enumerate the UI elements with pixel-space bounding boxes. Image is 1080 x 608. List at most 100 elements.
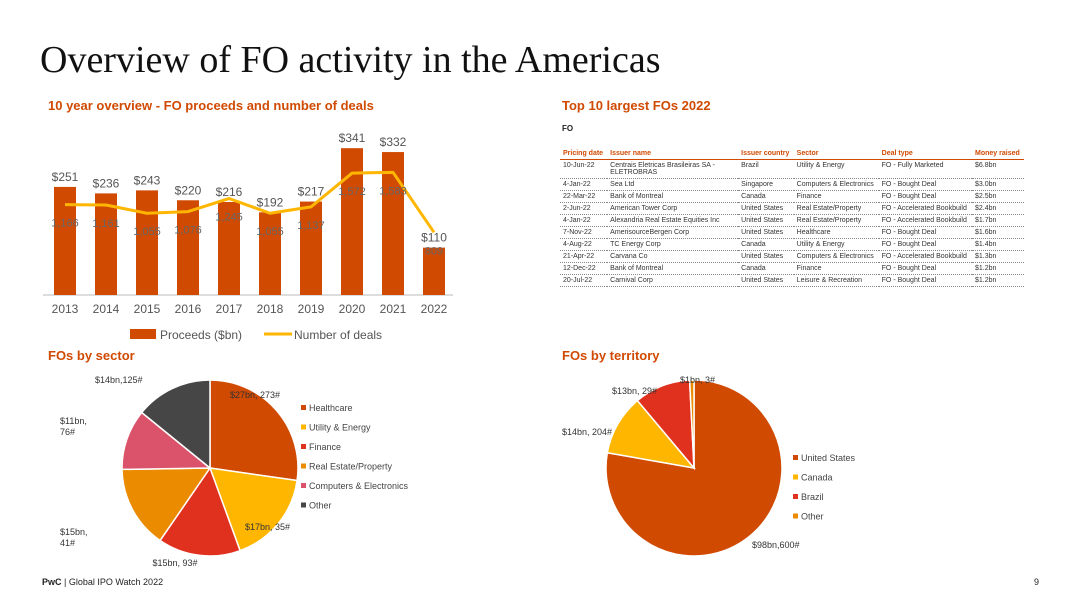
table-row: 20-Jul-22 Carnival Corp United States Leisu… (560, 274, 1024, 287)
proceeds-label: $341 (339, 131, 366, 145)
table-cell: FO - Bought Deal (878, 226, 973, 239)
sector-legend-swatch (301, 502, 306, 508)
proceeds-bar (423, 247, 445, 295)
table-cell: 10-Jun-22 (560, 159, 608, 179)
table-cell: FO - Accelerated Bookbuild (878, 214, 973, 227)
table-cell: Canada (738, 262, 794, 275)
sector-slice-label: $15bn, 93# (152, 558, 197, 568)
table-cell: FO - Accelerated Bookbuild (878, 202, 973, 215)
sector-slice-label: $11bn, (60, 416, 87, 426)
table-cell: $2.4bn (972, 202, 1024, 215)
footer-text: Global IPO Watch 2022 (68, 577, 164, 587)
year-tick-label: 2018 (257, 302, 284, 316)
sector-legend-label: Finance (309, 442, 341, 452)
table-cell: Brazil (738, 159, 794, 179)
deals-label: 1,137 (297, 220, 325, 232)
table-row: 2-Jun-22 American Tower Corp United States… (560, 202, 1024, 215)
table-cell: Alexandria Real Estate Equities Inc (607, 214, 739, 227)
sector-legend-swatch (301, 463, 306, 469)
footer-separator: | (61, 577, 69, 587)
proceeds-label: $332 (380, 135, 407, 149)
table-cell: Bank of Montreal (607, 190, 739, 203)
table-cell: United States (738, 202, 794, 215)
sector-slice-label: 76# (60, 427, 75, 437)
table-cell: $1.2bn (972, 262, 1024, 275)
table-cell: Finance (793, 190, 879, 203)
table-cell: 22-Mar-22 (560, 190, 608, 203)
deals-line (64, 170, 436, 234)
table-cell: Utility & Energy (793, 238, 879, 251)
table-cell: United States (738, 226, 794, 239)
territory-slice-label: $1bn, 3# (680, 375, 715, 385)
proceeds-label: $217 (298, 185, 325, 199)
top10-header-row: Pricing date Issuer name Issuer country Sec… (560, 148, 1024, 160)
table-row: 4-Aug-22 TC Energy Corp Canada Utility & En… (560, 238, 1024, 251)
proceeds-label: $243 (134, 173, 161, 187)
proceeds-bar (300, 201, 322, 295)
legend-proceeds-label: Proceeds ($bn) (160, 328, 242, 342)
sector-legend-swatch (301, 424, 306, 430)
footer: PwC | Global IPO Watch 2022 (42, 577, 163, 587)
table-cell: 2-Jun-22 (560, 202, 608, 215)
table-cell: FO - Bought Deal (878, 178, 973, 191)
territory-legend-label: Brazil (801, 492, 824, 502)
territory-legend-label: Canada (801, 473, 833, 483)
table-cell: $1.2bn (972, 274, 1024, 287)
table-cell: Computers & Electronics (793, 250, 879, 263)
territory-chart-title: FOs by territory (562, 348, 660, 363)
proceeds-bar (95, 193, 117, 295)
sector-pie-chart: $27bn, 273# Healthcare $17bn, 35# Utility &… (60, 375, 409, 568)
table-cell: Leisure & Recreation (793, 274, 879, 287)
sector-slice-label: $15bn, (60, 527, 88, 537)
deals-label: 1,245 (215, 212, 243, 224)
sector-slice-label: $14bn,125# (95, 375, 143, 385)
top10-column-header: Pricing date (560, 148, 608, 160)
sector-legend-swatch (301, 483, 306, 488)
table-cell: 4-Jan-22 (560, 178, 608, 191)
sector-slice-label: 41# (60, 538, 75, 548)
table-cell: $1.3bn (972, 250, 1024, 263)
table-cell: Centrais Eletricas Brasileiras SA - ELET… (607, 159, 739, 179)
top10-table: Pricing date Issuer name Issuer country Sec… (560, 148, 1024, 287)
year-tick-label: 2020 (339, 302, 366, 316)
table-cell: $2.5bn (972, 190, 1024, 203)
table-cell: 20-Jul-22 (560, 274, 608, 287)
proceeds-label: $110 (421, 231, 447, 245)
overview-chart-title: 10 year overview - FO proceeds and numbe… (48, 98, 374, 113)
table-cell: $1.6bn (972, 226, 1024, 239)
table-row: 21-Apr-22 Carvana Co United States Computer… (560, 250, 1024, 263)
territory-legend-label: United States (801, 453, 856, 463)
table-cell: Real Estate/Property (793, 202, 879, 215)
legend-deals-label: Number of deals (294, 328, 382, 342)
table-cell: Finance (793, 262, 879, 275)
table-row: 4-Jan-22 Sea Ltd Singapore Computers & Elec… (560, 178, 1024, 191)
deals-label: 1,055 (133, 226, 161, 238)
deals-label: 1,166 (51, 218, 79, 230)
territory-legend-label: Other (801, 512, 824, 522)
top10-column-header: Issuer country (738, 148, 794, 160)
sector-slice (121, 467, 212, 542)
page-number: 9 (1034, 577, 1040, 587)
legend-proceeds-swatch (130, 329, 156, 339)
territory-legend-swatch (793, 474, 798, 480)
top10-column-header: Deal type (878, 148, 973, 160)
year-tick-label: 2016 (175, 302, 202, 316)
sector-legend-swatch (301, 444, 306, 449)
sector-legend-label: Real Estate/Property (309, 462, 393, 472)
table-cell: Real Estate/Property (793, 214, 879, 227)
year-tick-label: 2019 (298, 302, 325, 316)
proceeds-bar (259, 212, 281, 295)
sector-slice (209, 379, 299, 482)
sector-slice (208, 467, 298, 552)
table-cell: Carnival Corp (607, 274, 739, 287)
table-cell: FO - Bought Deal (878, 190, 973, 203)
top10-column-header: Issuer name (607, 148, 739, 160)
top10-subtitle: FO (562, 124, 574, 133)
table-cell: Canada (738, 190, 794, 203)
table-row: 12-Dec-22 Bank of Montreal Canada Finance FO… (560, 262, 1024, 275)
sector-legend-label: Utility & Energy (309, 423, 371, 433)
footer-brand: PwC (42, 577, 62, 587)
sector-slice (159, 466, 242, 557)
table-cell: $3.0bn (972, 178, 1024, 191)
table-cell: 21-Apr-22 (560, 250, 608, 263)
